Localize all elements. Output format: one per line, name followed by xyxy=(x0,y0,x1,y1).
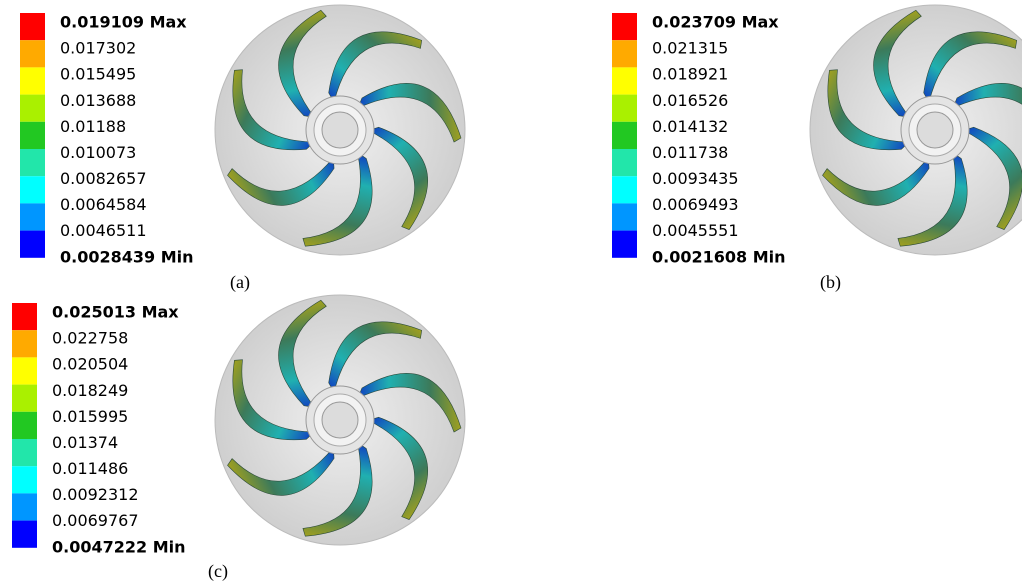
legend-band xyxy=(612,176,637,203)
legend-band xyxy=(612,95,637,122)
legend-band xyxy=(12,385,37,412)
legend-label: 0.022758 xyxy=(52,329,128,348)
figure: 0.019109 Max 0.017302 0.015495 0.013688 0.01… xyxy=(0,0,1022,585)
legend-band xyxy=(20,122,45,149)
panel: 0.019109 Max 0.017302 0.015495 0.013688 0.01… xyxy=(20,5,465,293)
legend-label: 0.0069767 xyxy=(52,511,139,530)
legend-band xyxy=(20,67,45,94)
legend-band xyxy=(12,412,37,439)
legend-label: 0.01188 xyxy=(60,117,126,136)
panel: 0.023709 Max 0.021315 0.018921 0.016526 0.01… xyxy=(612,5,1022,293)
legend-band xyxy=(20,176,45,203)
legend-label: 0.0064584 xyxy=(60,195,147,214)
legend-band xyxy=(612,149,637,176)
impeller xyxy=(806,5,1022,258)
legend-label: 0.020504 xyxy=(52,355,128,374)
legend-band xyxy=(20,149,45,176)
legend-label: 0.011486 xyxy=(52,459,128,478)
legend-label: 0.013688 xyxy=(60,91,136,110)
legend-band xyxy=(12,521,37,548)
legend-band xyxy=(612,203,637,230)
panel: 0.025013 Max 0.022758 0.020504 0.018249 0.01… xyxy=(12,295,465,582)
legend-label: 0.025013 Max xyxy=(52,303,179,322)
legend-label: 0.023709 Max xyxy=(652,13,779,32)
legend-band xyxy=(20,13,45,40)
impeller xyxy=(211,5,465,258)
legend-band xyxy=(12,466,37,493)
legend-label: 0.0082657 xyxy=(60,169,147,188)
legend-band xyxy=(612,67,637,94)
legend-label: 0.015995 xyxy=(52,407,128,426)
legend-label: 0.015495 xyxy=(60,65,136,84)
legend-label: 0.01374 xyxy=(52,433,118,452)
legend-band xyxy=(612,40,637,67)
legend-band xyxy=(12,330,37,357)
legend-band xyxy=(12,357,37,384)
legend-label: 0.017302 xyxy=(60,39,136,58)
legend-label: 0.011738 xyxy=(652,143,728,162)
legend-label: 0.0046511 xyxy=(60,221,147,240)
legend-label: 0.0092312 xyxy=(52,485,139,504)
legend-band xyxy=(20,95,45,122)
impeller xyxy=(211,295,465,548)
caption: (c) xyxy=(208,561,228,582)
legend-label: 0.0045551 xyxy=(652,221,739,240)
legend-label: 0.0093435 xyxy=(652,169,739,188)
legend-label: 0.014132 xyxy=(652,117,728,136)
legend-band xyxy=(20,203,45,230)
legend-label: 0.0047222 Min xyxy=(52,537,186,556)
legend-label: 0.018921 xyxy=(652,65,728,84)
legend-label: 0.016526 xyxy=(652,91,728,110)
legend-band xyxy=(612,231,637,258)
legend-label: 0.010073 xyxy=(60,143,136,162)
legend-band xyxy=(12,493,37,520)
legend-label: 0.021315 xyxy=(652,39,728,58)
caption: (b) xyxy=(820,272,841,293)
legend-label: 0.019109 Max xyxy=(60,13,187,32)
caption: (a) xyxy=(230,272,250,293)
legend-band xyxy=(12,439,37,466)
legend-band xyxy=(612,122,637,149)
legend-label: 0.0021608 Min xyxy=(652,247,786,266)
legend-label: 0.0028439 Min xyxy=(60,247,194,266)
legend-band xyxy=(12,303,37,330)
legend-band xyxy=(20,40,45,67)
legend-band xyxy=(612,13,637,40)
legend-label: 0.0069493 xyxy=(652,195,739,214)
legend-band xyxy=(20,231,45,258)
legend-label: 0.018249 xyxy=(52,381,128,400)
